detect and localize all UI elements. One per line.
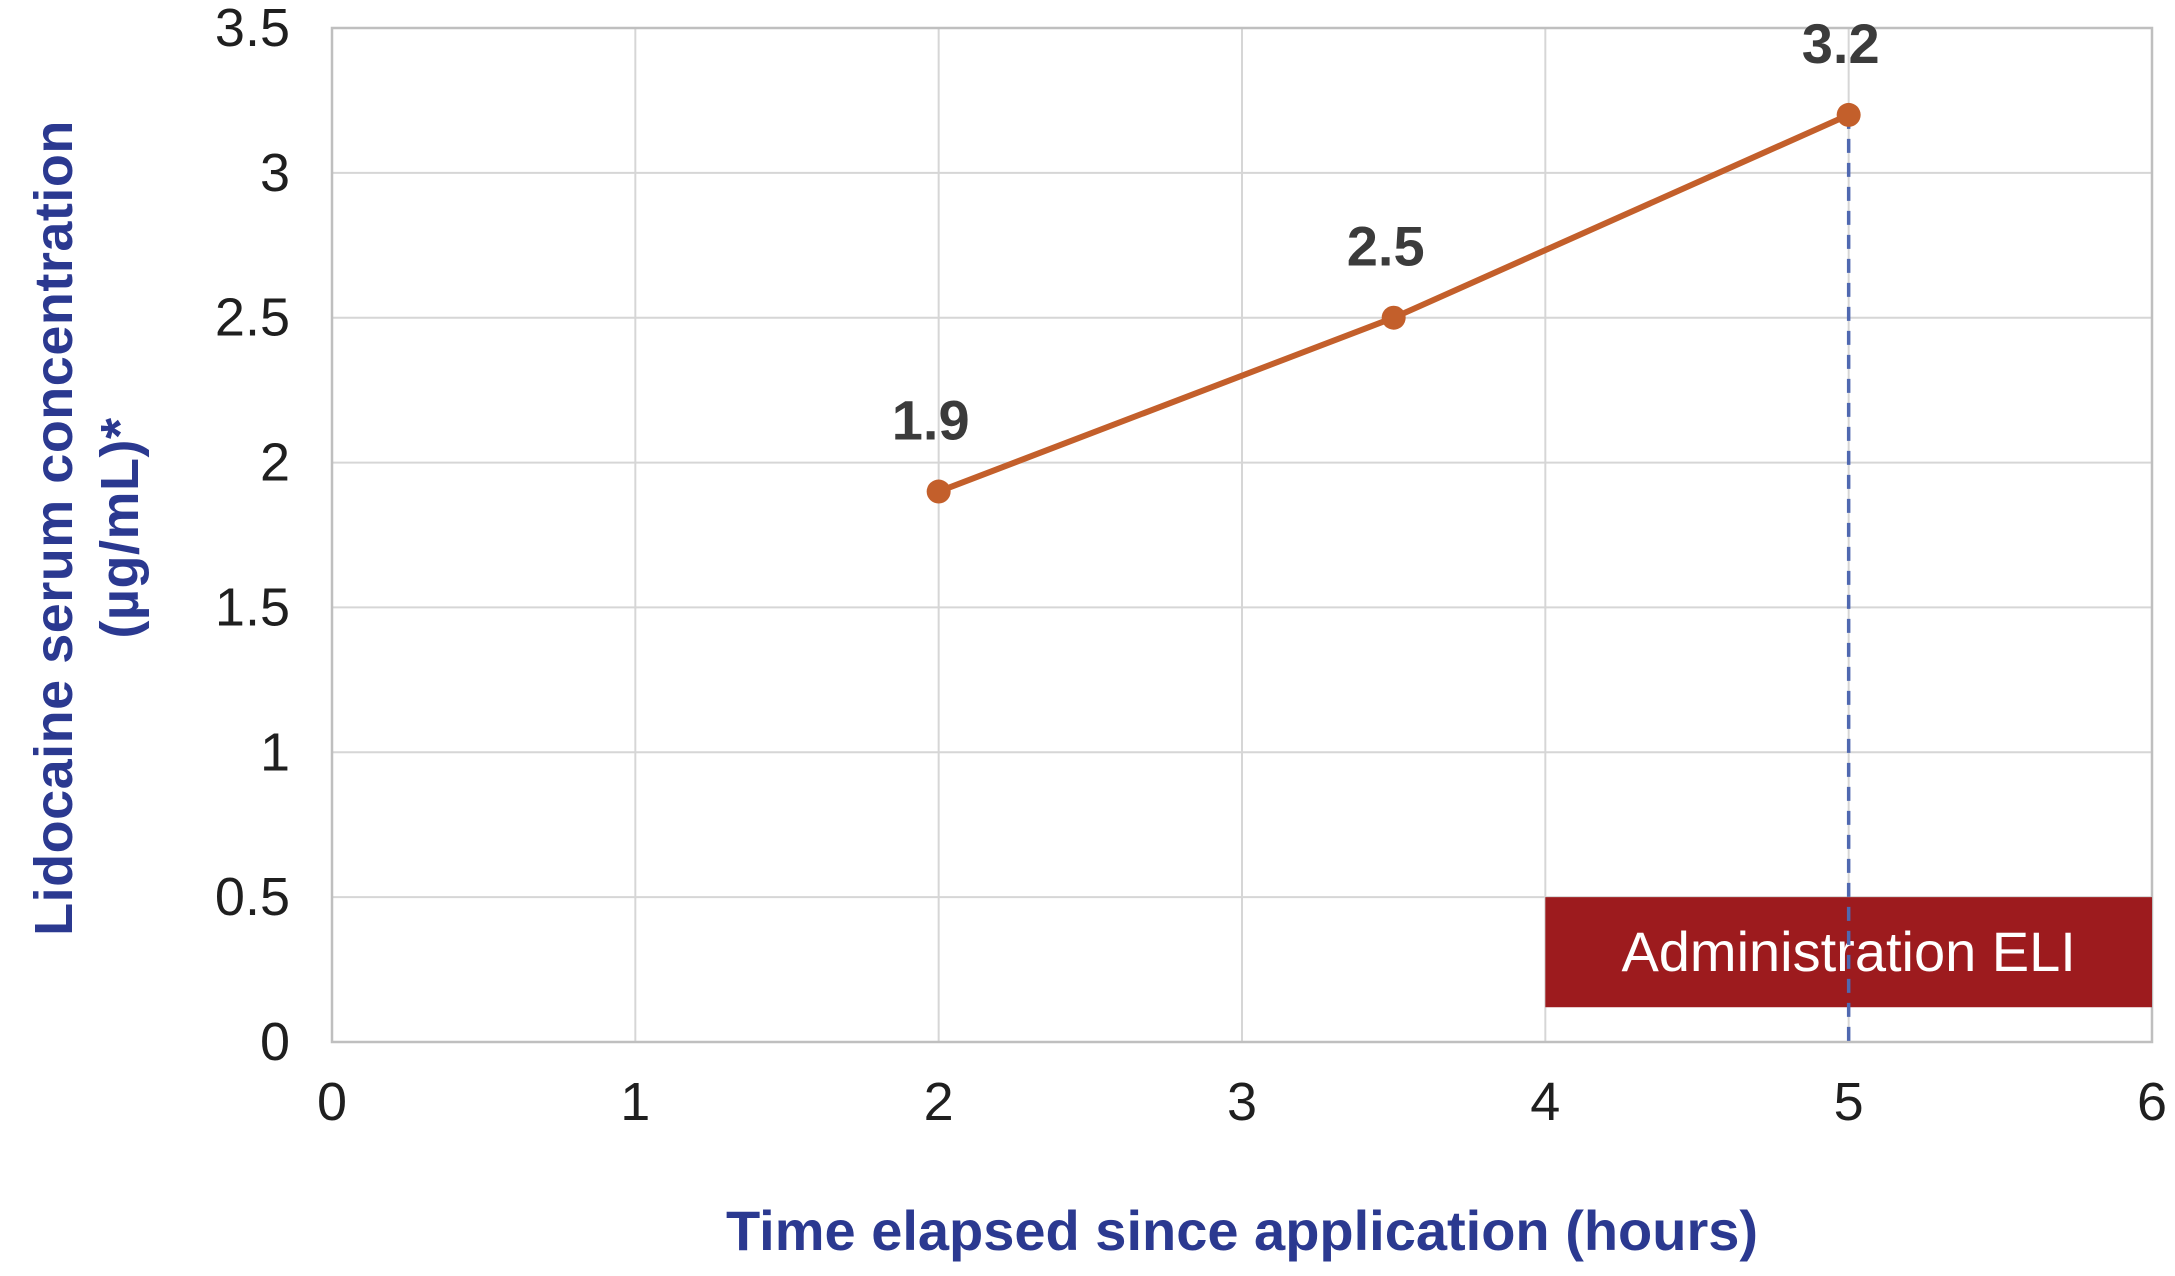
y-tick-label: 1 — [260, 722, 290, 782]
y-tick-label: 2.5 — [215, 288, 290, 348]
x-tick-label: 1 — [620, 1072, 650, 1132]
y-tick-label: 3 — [260, 143, 290, 203]
data-point — [1836, 102, 1861, 127]
y-axis-title-line2: (µg/mL)* — [90, 417, 150, 639]
y-tick-label: 0.5 — [215, 867, 290, 927]
x-tick-label: 6 — [2137, 1072, 2167, 1132]
x-axis-title: Time elapsed since application (hours) — [725, 1199, 1759, 1262]
x-tick-label: 0 — [317, 1072, 347, 1132]
data-label: 2.5 — [1347, 215, 1425, 278]
y-tick-label: 3.5 — [215, 0, 290, 58]
annotation-label: Administration ELI — [1621, 920, 2075, 983]
data-point — [926, 479, 951, 504]
x-tick-label: 4 — [1530, 1072, 1560, 1132]
y-axis-title-line1: Lidocaine serum concentration — [24, 120, 85, 936]
y-tick-label: 0 — [260, 1012, 290, 1072]
data-label: 1.9 — [892, 389, 970, 452]
plot-border — [330, 26, 2154, 1044]
data-point — [1381, 305, 1406, 330]
data-label: 3.2 — [1802, 12, 1880, 75]
y-tick-label: 2 — [260, 433, 290, 493]
x-tick-label: 2 — [924, 1072, 954, 1132]
x-tick-label: 5 — [1834, 1072, 1864, 1132]
y-axis-title: Lidocaine serum concentration (µg/mL)* — [22, 0, 154, 1108]
y-tick-label: 1.5 — [215, 577, 290, 637]
x-tick-label: 3 — [1227, 1072, 1257, 1132]
